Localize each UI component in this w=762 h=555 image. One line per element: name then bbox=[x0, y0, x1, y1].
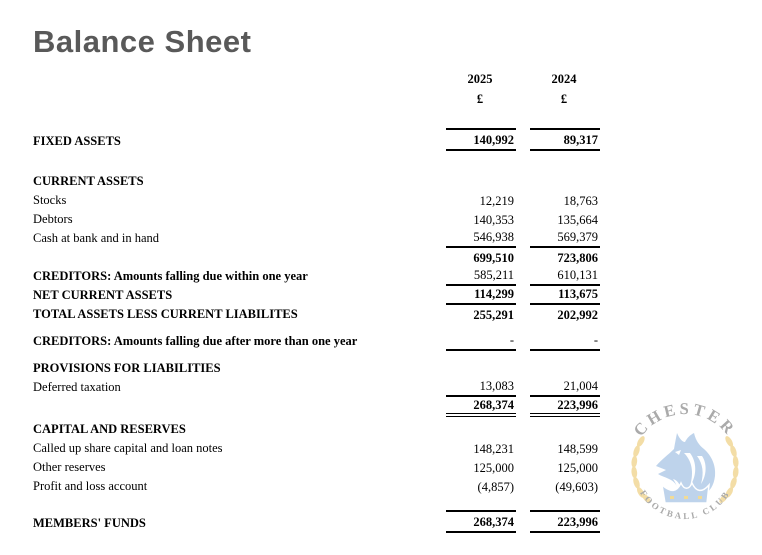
value-2025: 12,219 bbox=[479, 194, 514, 208]
value-2024: 113,675 bbox=[530, 286, 600, 305]
value-2024: 723,806 bbox=[557, 251, 598, 265]
value-2024: 21,004 bbox=[530, 378, 600, 397]
crest-wolf-mane-detail bbox=[673, 450, 706, 494]
table-row: Profit and loss account (4,857) (49,603) bbox=[33, 477, 600, 496]
row-label: NET CURRENT ASSETS bbox=[33, 288, 173, 302]
row-label: TOTAL ASSETS LESS CURRENT LIABILITES bbox=[33, 307, 298, 321]
value-2025: 255,291 bbox=[473, 308, 514, 322]
row-label: Deferred taxation bbox=[33, 380, 121, 394]
value-2024: 223,996 bbox=[530, 510, 600, 533]
table-row: Cash at bank and in hand 546,938 569,379 bbox=[33, 229, 600, 248]
table-row: CREDITORS: Amounts falling due within on… bbox=[33, 267, 600, 286]
laurel-left-icon bbox=[631, 436, 651, 503]
table-row: MEMBERS' FUNDS 268,374 223,996 bbox=[33, 510, 600, 533]
currency-symbol-2024: £ bbox=[560, 92, 568, 106]
table-body: FIXED ASSETS 140,992 89,317 CURRENT ASSE… bbox=[33, 128, 600, 533]
crest-club-type-arc: FOOTBALL CLUB bbox=[638, 488, 729, 521]
crest-crown-gems bbox=[670, 496, 702, 499]
value-2025: 13,083 bbox=[446, 378, 516, 397]
row-label: CREDITORS: Amounts falling due within on… bbox=[33, 269, 308, 283]
value-2024: 223,996 bbox=[530, 397, 600, 417]
page-title: Balance Sheet bbox=[33, 24, 252, 59]
value-2025: 268,374 bbox=[446, 510, 516, 533]
row-label: Called up share capital and loan notes bbox=[33, 441, 223, 455]
value-2024: 148,599 bbox=[557, 442, 598, 456]
value-2024: 125,000 bbox=[557, 461, 598, 475]
row-label: FIXED ASSETS bbox=[33, 134, 121, 148]
value-2024: 18,763 bbox=[563, 194, 598, 208]
svg-text:CHESTER: CHESTER bbox=[630, 399, 741, 440]
value-2025: - bbox=[446, 332, 516, 351]
table-row: TOTAL ASSETS LESS CURRENT LIABILITES 255… bbox=[33, 305, 600, 324]
currency-header-row: £ £ bbox=[33, 88, 600, 108]
year-header-2024: 2024 bbox=[551, 72, 577, 86]
table-row: CAPITAL AND RESERVES bbox=[33, 420, 600, 439]
row-label bbox=[33, 265, 446, 267]
row-label: MEMBERS' FUNDS bbox=[33, 516, 146, 530]
row-label bbox=[33, 415, 446, 417]
row-label: PROVISIONS FOR LIABILITIES bbox=[33, 361, 221, 375]
club-crest-watermark: CHESTER FOOTBALL CLUB bbox=[630, 399, 741, 521]
year-header-row: 2025 2024 bbox=[33, 68, 600, 88]
row-label: Stocks bbox=[33, 193, 67, 207]
crest-wolf-icon bbox=[656, 433, 716, 498]
value-2025: 699,510 bbox=[473, 251, 514, 265]
value-2024: 135,664 bbox=[557, 213, 598, 227]
table-row: Other reserves 125,000 125,000 bbox=[33, 458, 600, 477]
row-label: Cash at bank and in hand bbox=[33, 231, 160, 245]
table-row: Deferred taxation 13,083 21,004 bbox=[33, 378, 600, 397]
table-row: Stocks 12,219 18,763 bbox=[33, 191, 600, 210]
balance-sheet-table: 2025 2024 £ £ FIXED ASSETS 140,992 89,31… bbox=[33, 68, 600, 533]
table-row: CREDITORS: Amounts falling due after mor… bbox=[33, 332, 600, 351]
value-2024: 89,317 bbox=[530, 128, 600, 151]
table-row: Called up share capital and loan notes 1… bbox=[33, 439, 600, 458]
value-2025: 546,938 bbox=[446, 229, 516, 248]
value-2025: 114,299 bbox=[446, 286, 516, 305]
table-row: NET CURRENT ASSETS 114,299 113,675 bbox=[33, 286, 600, 305]
value-2024 bbox=[530, 437, 600, 439]
table-row: 699,510 723,806 bbox=[33, 248, 600, 267]
row-label: Debtors bbox=[33, 212, 73, 226]
row-label: CURRENT ASSETS bbox=[33, 174, 144, 188]
value-2025: 148,231 bbox=[473, 442, 514, 456]
row-label: Other reserves bbox=[33, 460, 106, 474]
crest-crown-icon bbox=[660, 481, 711, 504]
table-row: CURRENT ASSETS bbox=[33, 172, 600, 191]
row-label: CAPITAL AND RESERVES bbox=[33, 422, 186, 436]
value-2024: 569,379 bbox=[530, 229, 600, 248]
value-2025: 585,211 bbox=[446, 267, 516, 286]
svg-text:FOOTBALL CLUB: FOOTBALL CLUB bbox=[638, 488, 732, 521]
table-row: PROVISIONS FOR LIABILITIES bbox=[33, 359, 600, 378]
row-label: Profit and loss account bbox=[33, 479, 148, 493]
table-row: Debtors 140,353 135,664 bbox=[33, 210, 600, 229]
header-spacer bbox=[33, 86, 446, 88]
laurel-right-icon bbox=[719, 436, 739, 503]
value-2024: 610,131 bbox=[530, 267, 600, 286]
value-2024 bbox=[530, 189, 600, 191]
value-2024: 202,992 bbox=[557, 308, 598, 322]
row-label: CREDITORS: Amounts falling due after mor… bbox=[33, 334, 358, 348]
value-2024: - bbox=[530, 332, 600, 351]
table-row: 268,374 223,996 bbox=[33, 397, 600, 417]
value-2025 bbox=[446, 437, 516, 439]
value-2025: 125,000 bbox=[473, 461, 514, 475]
value-2025: 140,992 bbox=[446, 128, 516, 151]
table-row: FIXED ASSETS 140,992 89,317 bbox=[33, 128, 600, 151]
value-2024: (49,603) bbox=[555, 480, 598, 494]
value-2025: 140,353 bbox=[473, 213, 514, 227]
value-2025: 268,374 bbox=[446, 397, 516, 417]
currency-symbol-2025: £ bbox=[476, 92, 484, 106]
value-2025 bbox=[446, 189, 516, 191]
header-spacer bbox=[33, 106, 446, 108]
year-header-2025: 2025 bbox=[467, 72, 493, 86]
value-2025: (4,857) bbox=[477, 480, 514, 494]
crest-club-name-arc: CHESTER bbox=[630, 399, 737, 440]
